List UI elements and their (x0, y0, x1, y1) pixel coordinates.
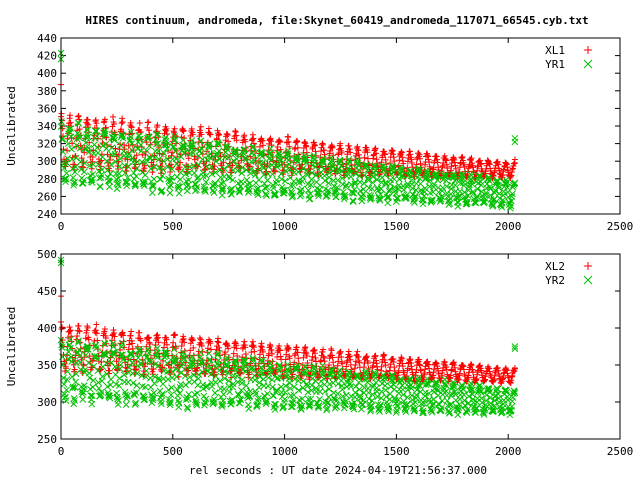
x-tick-label: 1000 (271, 445, 298, 458)
series-YR2 (57, 256, 519, 419)
chart-title: HIRES continuum, andromeda, file:Skynet_… (85, 14, 588, 27)
x-tick-label: 1500 (383, 220, 410, 233)
x-tick-label: 2500 (607, 220, 634, 233)
x-axis-label: rel seconds : UT date 2024-04-19T21:56:3… (189, 464, 487, 477)
y-axis-label: Uncalibrated (5, 86, 18, 165)
y-tick-label: 400 (37, 67, 57, 80)
y-axis-label: Uncalibrated (5, 307, 18, 386)
y-tick-label: 240 (37, 208, 57, 221)
y-tick-label: 440 (37, 32, 57, 45)
marks-YR1 (57, 49, 519, 212)
legend-marker-YR2 (583, 275, 593, 285)
legend-label: XL1 (545, 44, 565, 57)
x-tick-label: 2000 (495, 220, 522, 233)
series-YR1 (57, 49, 519, 212)
y-tick-label: 380 (37, 85, 57, 98)
y-tick-label: 280 (37, 173, 57, 186)
y-tick-label: 500 (37, 248, 57, 261)
plot-frame (60, 253, 621, 440)
panel-1: 0 500 1000 1500 2000 2500 240 260 280 300 320 340 36… (5, 32, 633, 233)
y-tick-label: 350 (37, 359, 57, 372)
x-tick-label: 1500 (383, 445, 410, 458)
plot-frame (60, 37, 621, 215)
data-points (57, 49, 519, 212)
x-tick-label: 500 (163, 445, 183, 458)
x-tick-label: 1000 (271, 220, 298, 233)
x-tick-label: 0 (58, 220, 65, 233)
y-tick-label: 300 (37, 155, 57, 168)
marks-YR2 (57, 256, 519, 419)
legend-marker-XL1 (584, 46, 592, 54)
y-tick-label: 320 (37, 138, 57, 151)
y-tick-label: 400 (37, 322, 57, 335)
y-tick-label: 420 (37, 50, 57, 63)
legend-marker-YR1 (583, 59, 593, 69)
y-tick-label: 340 (37, 120, 57, 133)
y-tick-label: 300 (37, 396, 57, 409)
legend-marker-XL2 (584, 262, 592, 270)
x-tick-label: 0 (58, 445, 65, 458)
y-tick-label: 360 (37, 102, 57, 115)
x-tick-label: 500 (163, 220, 183, 233)
y-tick-label: 260 (37, 190, 57, 203)
x-tick-label: 2500 (607, 445, 634, 458)
x-tick-label: 2000 (495, 445, 522, 458)
panel-2: 0 500 1000 1500 2000 2500 250 300 350 400 450 500 Un… (5, 248, 633, 458)
legend-label: XL2 (545, 260, 565, 273)
y-tick-label: 250 (37, 433, 57, 446)
legend-label: YR1 (545, 58, 565, 71)
data-points (57, 256, 519, 419)
y-tick-label: 450 (37, 285, 57, 298)
legend-label: YR2 (545, 274, 565, 287)
